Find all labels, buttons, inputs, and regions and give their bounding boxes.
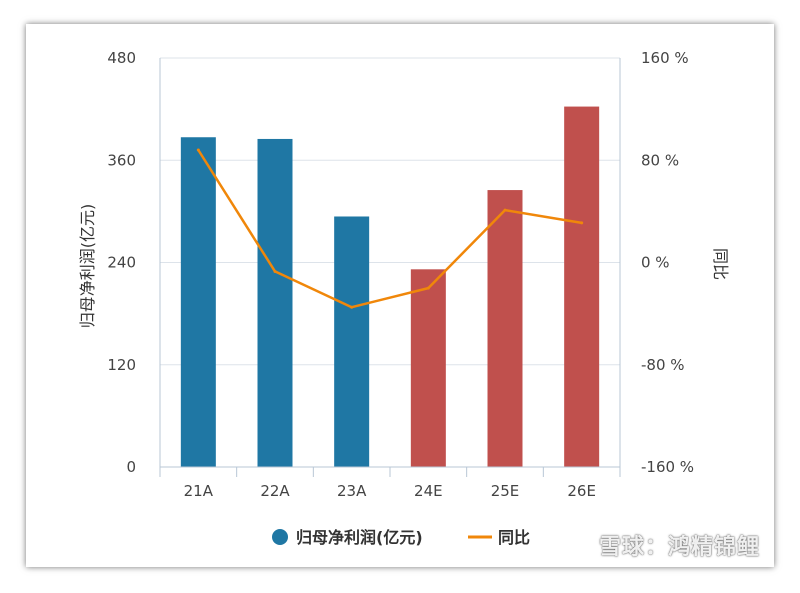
x-tick-label: 24E — [414, 482, 443, 500]
bar-series — [180, 106, 600, 467]
yoy-point — [273, 269, 277, 273]
x-tick-label: 21A — [184, 482, 214, 500]
x-tick-label: 26E — [567, 482, 596, 500]
yoy-point — [196, 148, 200, 152]
tick-labels: 0 120 240 360 480 -160 % -80 % 0 % 80 % 160 % 21A 2… — [107, 49, 694, 500]
x-tick-label: 22A — [260, 482, 290, 500]
axes — [159, 58, 621, 477]
legend-line-label: 同比 — [498, 528, 530, 547]
y-left-tick-label: 0 — [126, 458, 136, 476]
combo-chart: 0 120 240 360 480 -160 % -80 % 0 % 80 % 160 % 21A 2… — [78, 49, 730, 547]
yoy-point — [426, 286, 430, 290]
legend-bar-label: 归母净利润(亿元) — [296, 528, 423, 547]
chart-card: 0 120 240 360 480 -160 % -80 % 0 % 80 % 160 % 21A 2… — [26, 24, 774, 567]
y-left-tick-label: 480 — [107, 49, 136, 67]
x-tick-label: 25E — [491, 482, 520, 500]
gridlines — [160, 57, 620, 366]
y-right-tick-label: 0 % — [641, 254, 670, 272]
yoy-point — [350, 305, 354, 309]
y-left-tick-label: 120 — [107, 356, 136, 374]
x-tick-label: 23A — [337, 482, 367, 500]
watermark: 雪球：鸿精锦鲤 — [598, 535, 760, 560]
bar — [410, 269, 446, 467]
y-right-axis-label: 同比 — [711, 248, 730, 280]
yoy-point — [580, 221, 584, 225]
line-series — [196, 148, 584, 309]
bar — [334, 216, 370, 467]
legend-bar-marker — [272, 529, 288, 545]
y-right-tick-label: 160 % — [641, 49, 689, 67]
legend: 归母净利润(亿元) 同比 — [272, 528, 530, 547]
y-left-tick-label: 360 — [107, 151, 136, 169]
bar — [180, 137, 216, 467]
bar — [487, 190, 523, 467]
y-right-tick-label: 80 % — [641, 151, 679, 169]
yoy-line — [197, 149, 582, 309]
y-right-tick-label: -160 % — [641, 458, 694, 476]
y-right-tick-label: -80 % — [641, 356, 685, 374]
yoy-point — [503, 208, 507, 212]
y-left-axis-label: 归母净利润(亿元) — [78, 204, 97, 329]
bar — [564, 106, 600, 467]
y-left-tick-label: 240 — [107, 254, 136, 272]
bar — [257, 138, 293, 467]
